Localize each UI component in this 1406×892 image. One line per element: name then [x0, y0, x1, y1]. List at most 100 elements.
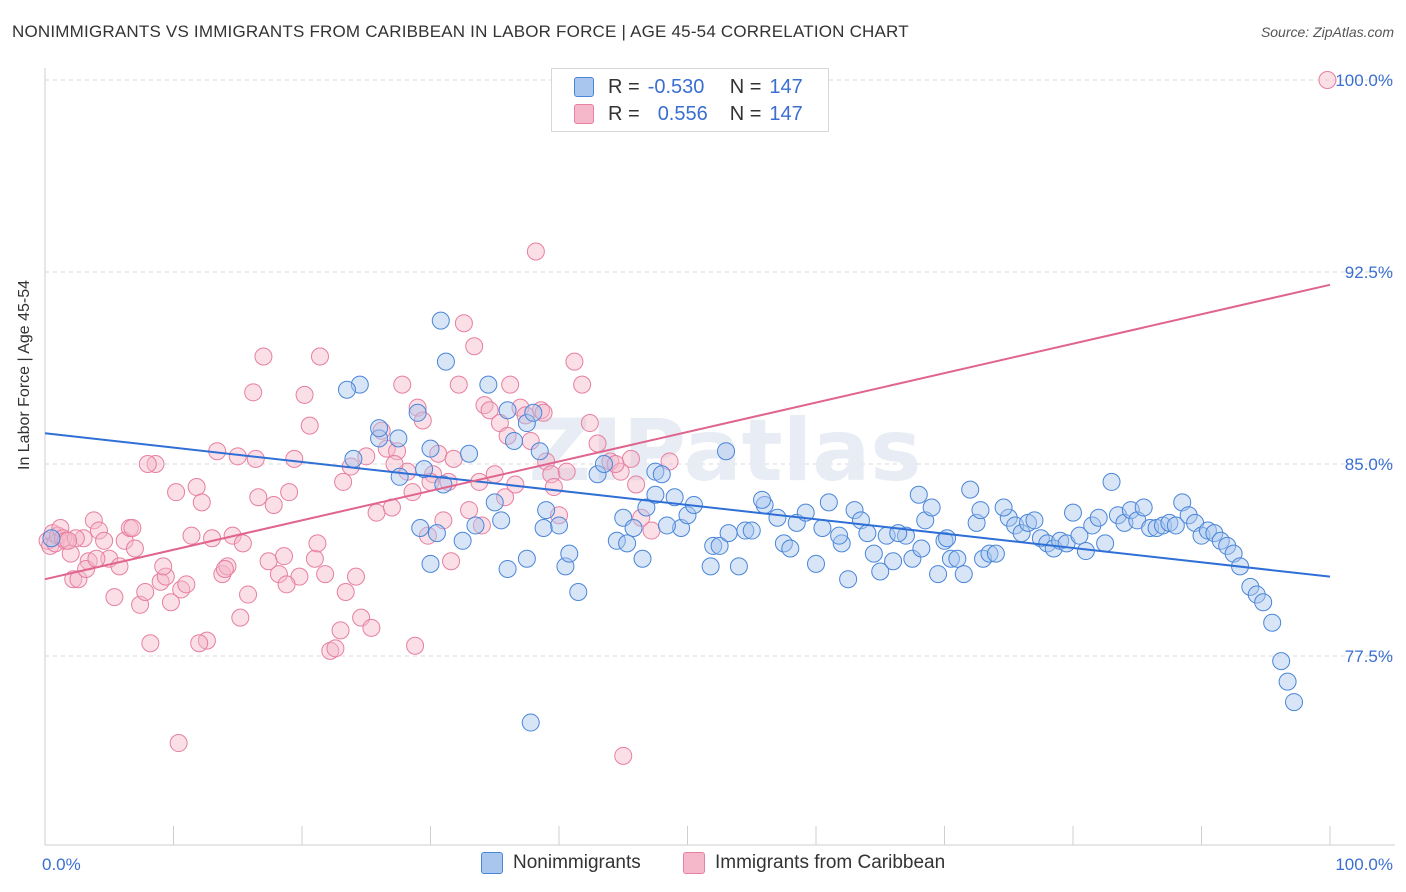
nonimmigrant-point — [618, 534, 637, 553]
caribbean-point — [442, 552, 461, 571]
bottom-legend-swatch-pink — [683, 852, 705, 874]
nonimmigrant-point — [1278, 672, 1297, 691]
nonimmigrant-point — [1205, 524, 1224, 543]
nonimmigrant-point — [1083, 516, 1102, 535]
nonimmigrant-point — [903, 549, 922, 568]
nonimmigrant-point — [624, 519, 643, 537]
nonimmigrant-point — [588, 465, 607, 484]
nonimmigrant-point — [781, 539, 800, 558]
caribbean-point — [557, 462, 576, 481]
caribbean-point — [125, 539, 144, 558]
caribbean-point — [454, 314, 473, 333]
x-tick-label: 100.0% — [1335, 855, 1393, 874]
legend-row-caribbean: R = 0.556 N = 147 — [574, 102, 803, 126]
caribbean-point — [501, 375, 520, 394]
caribbean-point — [89, 521, 108, 540]
bottom-legend-swatch-blue — [481, 852, 503, 874]
legend-swatch-blue — [574, 77, 594, 97]
caribbean-point — [326, 639, 345, 658]
y-tick-label: 92.5% — [1345, 263, 1393, 282]
caribbean-point — [465, 337, 484, 356]
source-label: Source: ZipAtlas.com — [1260, 24, 1394, 40]
nonimmigrant-points — [42, 311, 1304, 732]
caribbean-point — [642, 521, 661, 540]
y-tick-label: 85.0% — [1345, 455, 1393, 474]
caribbean-point — [310, 347, 329, 366]
caribbean-point — [87, 549, 106, 568]
nonimmigrant-point — [427, 524, 446, 543]
caribbean-point — [526, 242, 545, 261]
legend-r-value: 0.556 — [657, 102, 708, 125]
nonimmigrant-point — [389, 429, 408, 448]
nonimmigrant-point — [1089, 508, 1108, 527]
caribbean-point — [182, 526, 201, 545]
nonimmigrant-point — [909, 485, 928, 504]
y-axis-label: In Labor Force | Age 45-54 — [16, 279, 33, 470]
nonimmigrant-point — [742, 521, 761, 540]
nonimmigrant-point — [884, 552, 903, 571]
caribbean-point — [573, 375, 592, 394]
caribbean-point — [269, 565, 288, 584]
nonimmigrant-point — [701, 557, 720, 576]
caribbean-point — [233, 534, 252, 553]
nonimmigrant-point — [1263, 613, 1282, 632]
nonimmigrant-point — [678, 506, 697, 525]
caribbean-point — [161, 593, 180, 612]
caribbean-point — [138, 455, 157, 473]
caribbean-point — [95, 531, 114, 550]
nonimmigrant-point — [665, 488, 684, 507]
nonimmigrant-point — [864, 544, 883, 563]
caribbean-point — [346, 567, 365, 586]
nonimmigrant-point — [479, 375, 498, 394]
caribbean-point — [249, 488, 268, 507]
caribbean-point — [544, 478, 563, 497]
nonimmigrant-point — [717, 442, 736, 461]
caribbean-point — [239, 585, 258, 604]
nonimmigrant-point — [1166, 516, 1185, 535]
caribbean-point — [403, 483, 422, 502]
nonimmigrant-point — [999, 508, 1018, 527]
caribbean-point — [285, 449, 304, 468]
nonimmigrant-point — [453, 531, 472, 550]
nonimmigrant-point — [517, 549, 536, 568]
nonimmigrant-point — [466, 516, 485, 535]
y-tick-label: 100.0% — [1335, 71, 1393, 90]
nonimmigrant-point — [1134, 498, 1153, 517]
caribbean-point — [192, 493, 211, 512]
nonimmigrant-point — [421, 439, 440, 458]
nonimmigrant-point — [370, 429, 389, 448]
caribbean-point — [393, 375, 412, 394]
nonimmigrant-point — [537, 501, 556, 520]
nonimmigrant-trend-line — [44, 432, 1331, 578]
nonimmigrant-point — [1247, 585, 1266, 604]
nonimmigrant-point — [922, 498, 941, 517]
caribbean-point — [362, 618, 381, 637]
caribbean-point — [246, 449, 265, 468]
nonimmigrant-point — [485, 493, 504, 512]
nonimmigrant-point — [1272, 652, 1291, 671]
caribbean-point — [169, 734, 188, 753]
legend-n-value: 147 — [769, 75, 803, 98]
nonimmigrant-point — [954, 565, 973, 584]
nonimmigrant-point — [948, 549, 967, 568]
nonimmigrant-point — [912, 539, 931, 558]
nonimmigrant-point — [704, 536, 723, 555]
nonimmigrant-point — [633, 549, 652, 568]
nonimmigrant-point — [657, 516, 676, 535]
nonimmigrant-point — [569, 583, 588, 601]
nonimmigrant-point — [819, 493, 838, 512]
caribbean-point — [244, 383, 263, 402]
nonimmigrant-point — [961, 480, 980, 499]
nonimmigrant-point — [1254, 593, 1273, 612]
x-tick-label: 0.0% — [42, 855, 81, 874]
nonimmigrant-point — [710, 536, 729, 555]
caribbean-point — [377, 439, 396, 458]
nonimmigrant-point — [1070, 526, 1089, 545]
nonimmigrant-point — [1102, 472, 1121, 491]
caribbean-points — [38, 71, 1337, 765]
caribbean-point — [621, 449, 640, 468]
caribbean-point — [627, 475, 646, 494]
caribbean-point — [336, 583, 355, 601]
nonimmigrant-point — [1285, 693, 1304, 712]
nonimmigrant-point — [830, 526, 849, 545]
